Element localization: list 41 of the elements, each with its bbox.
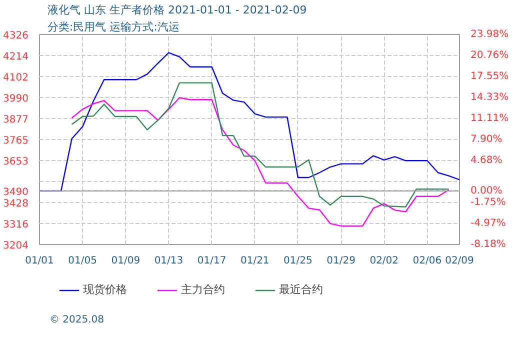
y-tick-label: 3316 (3, 220, 29, 231)
line-series (71, 97, 450, 227)
x-tick-label: 01/21 (240, 256, 270, 266)
y2-tick-label: 4.68% (470, 155, 502, 166)
y2-tick-label: 11.11% (470, 113, 509, 124)
y-tick-label: 3204 (3, 240, 29, 252)
y-tick-label: 3653 (3, 156, 29, 168)
x-tick-label: 01/09 (111, 256, 140, 266)
y-tick-label: 3490 (3, 186, 29, 198)
y-tick-label: 4214 (3, 51, 29, 62)
y2-tick-label: 17.55% (470, 70, 509, 82)
y2-tick-label: 23.98% (470, 29, 509, 40)
y2-tick-label: -1.75% (470, 197, 506, 208)
y2-tick-label: 7.90% (470, 134, 502, 145)
y-tick-label: 3877 (3, 114, 29, 126)
y-tick-label: 3990 (3, 93, 29, 104)
text: © 2025.08 (50, 314, 104, 326)
x-tick-label: 01/29 (326, 256, 356, 266)
y2-tick-label: -8.18% (470, 239, 506, 250)
y2-tick-label: 0.00% (470, 186, 502, 197)
y-tick-label: 3428 (3, 198, 29, 210)
legend-label: 最近合约 (279, 282, 323, 297)
x-tick-label: 01/13 (154, 256, 184, 266)
y-tick-label: 4102 (3, 72, 29, 84)
y2-tick-label: 20.76% (470, 50, 509, 62)
legend-label: 现货价格 (83, 282, 127, 297)
x-tick-label: 02/09 (445, 256, 474, 266)
x-tick-label: 02/06 (412, 256, 442, 266)
y-tick-label: 4326 (3, 30, 29, 42)
x-tick-label: 02/02 (370, 256, 399, 266)
y2-tick-label: -4.97% (470, 218, 506, 230)
line-series (71, 82, 450, 208)
y-tick-label: 3765 (3, 136, 29, 146)
legend-label: 主力合约 (181, 282, 225, 297)
chart-title: 液化气 山东 生产者价格 2021-01-01 - 2021-02-09 (48, 4, 307, 16)
chart-subtitle: 分类:民用气 运输方式:汽运 (48, 20, 180, 34)
x-tick-label: 01/05 (68, 256, 97, 266)
x-tick-label: 01/17 (197, 256, 226, 266)
x-tick-label: 01/01 (25, 256, 54, 266)
x-tick-label: 01/25 (284, 256, 312, 266)
y2-tick-label: 14.33% (470, 92, 509, 104)
